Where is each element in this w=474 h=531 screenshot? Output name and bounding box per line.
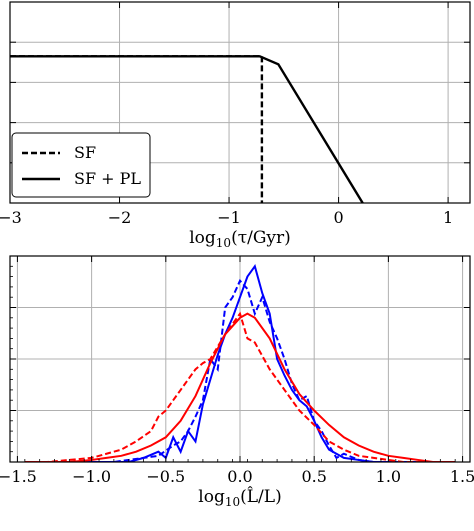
x-tick-label: −1.5 [0, 467, 37, 486]
x-tick-label: −3 [0, 208, 22, 227]
x-tick-label: −1 [217, 208, 241, 227]
x-tick-label: 1.0 [376, 467, 401, 486]
axes-frame [9, 1, 471, 204]
series-line-1 [24, 264, 456, 462]
x-tick-label: 1.5 [450, 467, 474, 486]
x-tick-label: −2 [108, 208, 132, 227]
x-tick-label: −0.5 [146, 467, 185, 486]
legend-box [11, 132, 151, 198]
series-group [10, 55, 364, 203]
series-group [24, 264, 456, 462]
bottom-panel: −1.5 −1.0 −0.5 0.0 0.5 1.0 1.5 log10(L̂/L) [0, 255, 474, 509]
x-tick-label: 0.5 [301, 467, 326, 486]
x-axis-label: log10(L̂/L) [198, 487, 281, 509]
legend: SF SF + PL [11, 132, 151, 198]
series-line-2 [24, 278, 456, 462]
x-tick-label: −1.0 [72, 467, 111, 486]
series-line-2 [10, 55, 364, 203]
x-tick-label: 0.0 [227, 467, 252, 486]
x-axis-label: log10(τ/Gyr) [189, 228, 291, 250]
x-tick-label: 1 [443, 208, 453, 227]
series-line-4 [24, 311, 456, 462]
x-tick-label: 0 [333, 208, 343, 227]
series-line-3 [24, 312, 456, 462]
legend-label: SF [74, 143, 96, 162]
top-panel: −3 −2 −1 0 1 log10(τ/Gyr) SF SF + PL [0, 1, 471, 250]
legend-label: SF + PL [74, 169, 141, 188]
